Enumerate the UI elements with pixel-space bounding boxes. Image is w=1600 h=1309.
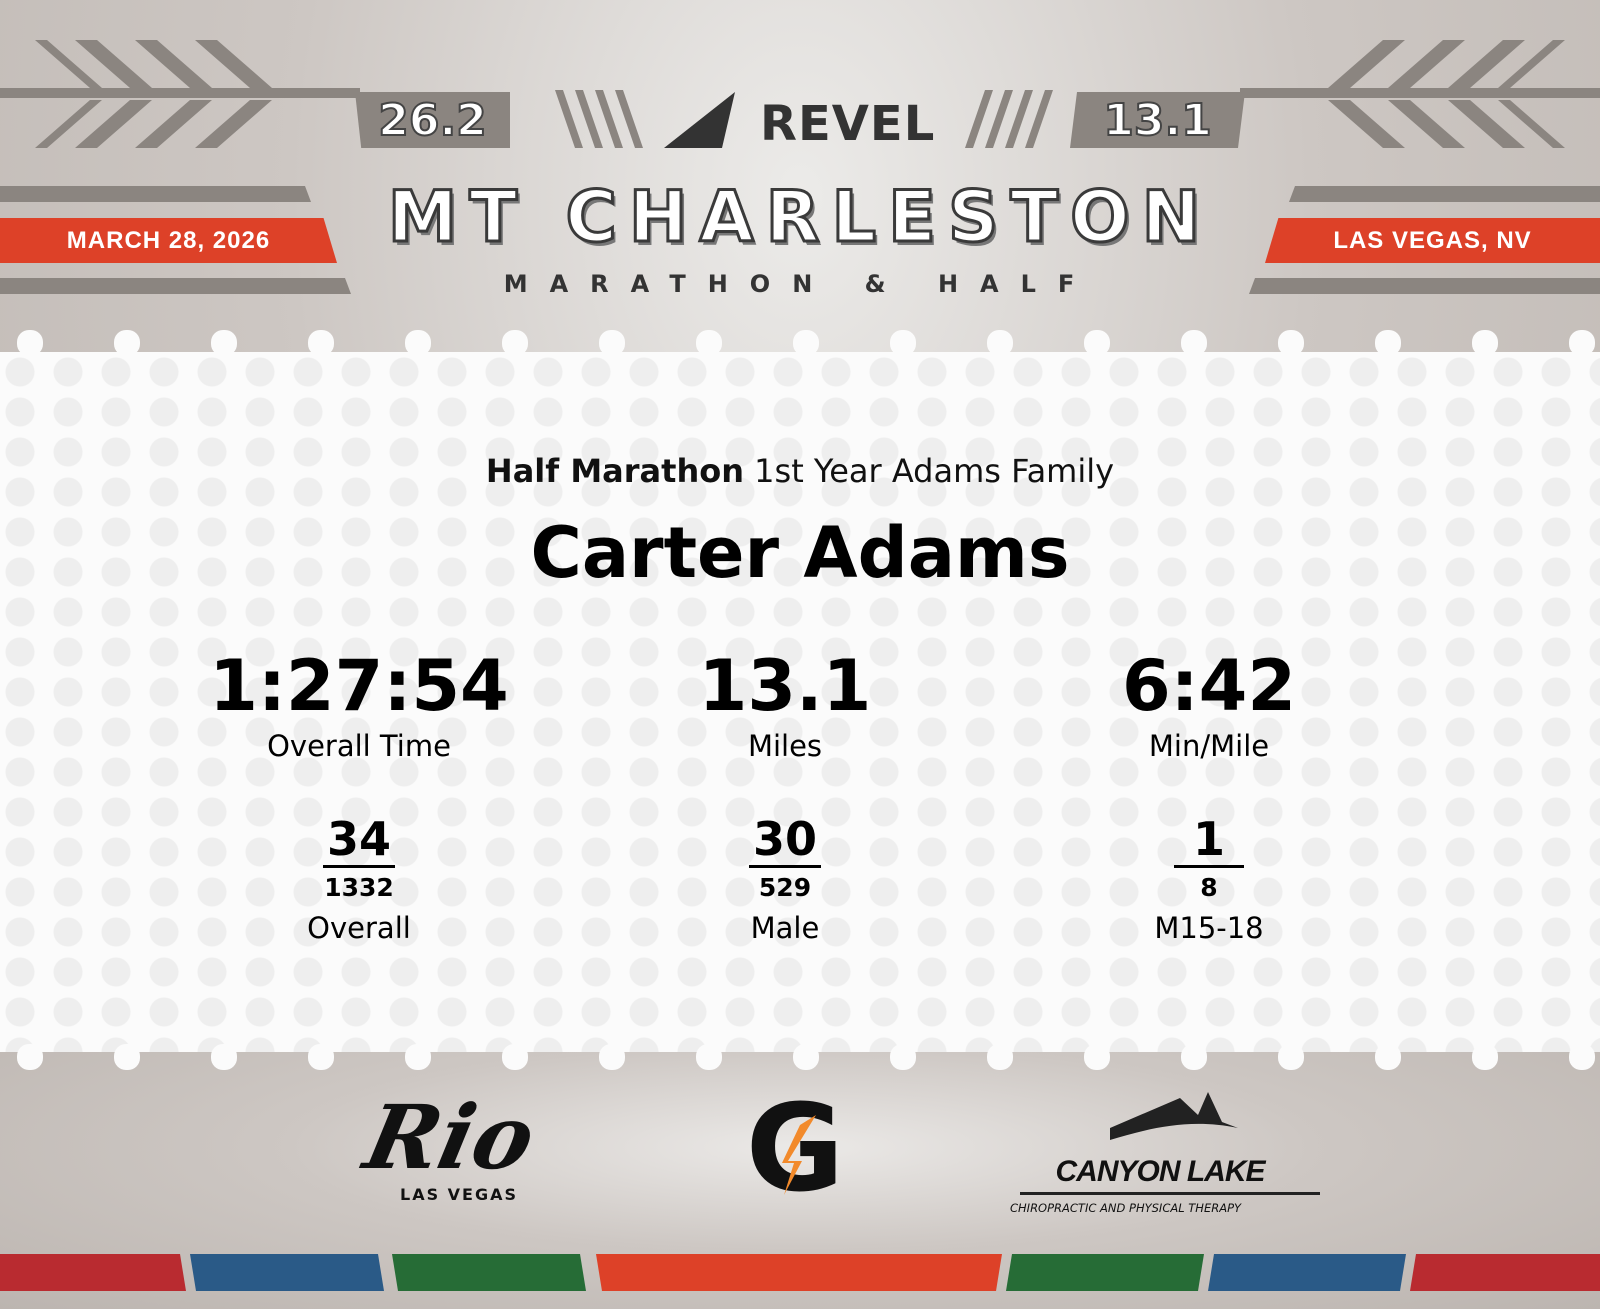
puzzle-bump xyxy=(890,1044,916,1070)
rio-logo: Rio LAS VEGAS xyxy=(330,1085,570,1204)
stat-miles: 13.1 Miles xyxy=(585,646,985,766)
puzzle-bump xyxy=(1181,330,1207,356)
half-distance: 13.1 xyxy=(1070,92,1245,148)
canyon-divider xyxy=(1020,1192,1320,1195)
stat-label: Min/Mile xyxy=(1148,729,1270,763)
rank-label: M15-18 xyxy=(1154,911,1264,945)
stat-overall-time: 1:27:54 Overall Time xyxy=(159,646,559,766)
rank-label: Male xyxy=(750,911,820,945)
puzzle-bump xyxy=(211,1044,237,1070)
rank-total: 1332 xyxy=(324,873,394,902)
rank-place: 30 xyxy=(748,813,821,868)
puzzle-bump xyxy=(1181,1044,1207,1070)
brand-logo: REVEL xyxy=(760,96,936,152)
puzzle-bump xyxy=(1278,330,1304,356)
stat-value: 1:27:54 xyxy=(209,645,509,727)
stat-value: 13.1 xyxy=(698,645,872,727)
event-subtitle: MARATHON & HALF xyxy=(503,270,1097,298)
puzzle-bump xyxy=(308,330,334,356)
rank-total: 529 xyxy=(758,873,812,902)
puzzle-bump xyxy=(405,330,431,356)
team-name: 1st Year Adams Family xyxy=(754,452,1115,490)
puzzle-bump xyxy=(308,1044,334,1070)
puzzle-bump xyxy=(696,330,722,356)
puzzle-bump xyxy=(1569,1044,1595,1070)
puzzle-bump xyxy=(1569,330,1595,356)
rank-total: 8 xyxy=(1200,873,1218,902)
stripe-bar xyxy=(0,1254,1600,1291)
stat-label: Miles xyxy=(747,729,823,763)
puzzle-bump xyxy=(793,1044,819,1070)
rank-gender: 30 529 Male xyxy=(585,813,985,948)
race-info: Half Marathon 1st Year Adams Family xyxy=(0,452,1600,490)
puzzle-bump xyxy=(1375,330,1401,356)
puzzle-bump xyxy=(405,1044,431,1070)
puzzle-bump xyxy=(211,330,237,356)
puzzle-bump xyxy=(114,330,140,356)
gatorade-logo: G xyxy=(740,1085,850,1215)
stat-pace: 6:42 Min/Mile xyxy=(1009,646,1409,766)
puzzle-bump xyxy=(17,330,43,356)
rank-age-group: 1 8 M15-18 xyxy=(1009,813,1409,948)
rio-wordmark: Rio xyxy=(356,1085,544,1189)
slash-marks xyxy=(555,90,1053,148)
runner-name: Carter Adams xyxy=(530,512,1070,594)
puzzle-edge xyxy=(17,330,1595,1070)
puzzle-bump xyxy=(890,330,916,356)
stat-label: Overall Time xyxy=(267,729,451,763)
rank-place: 1 xyxy=(1174,813,1244,868)
canyon-wordmark: CANYON LAKE xyxy=(1055,1155,1265,1188)
canyon-lake-logo: CANYON LAKE CHIROPRACTIC AND PHYSICAL TH… xyxy=(1010,1155,1340,1215)
puzzle-bump xyxy=(599,330,625,356)
puzzle-bump xyxy=(696,1044,722,1070)
puzzle-bump xyxy=(1278,1044,1304,1070)
puzzle-bump xyxy=(1375,1044,1401,1070)
puzzle-bump xyxy=(502,1044,528,1070)
bolt-icon xyxy=(782,1115,816,1195)
stat-value: 6:42 xyxy=(1121,645,1297,727)
event-date: MARCH 28, 2026 xyxy=(0,218,337,263)
canyon-subtitle: CHIROPRACTIC AND PHYSICAL THERAPY xyxy=(1010,1201,1242,1215)
puzzle-bump xyxy=(987,1044,1013,1070)
side-bars xyxy=(0,186,1600,294)
event-location: LAS VEGAS, NV xyxy=(1265,218,1600,263)
puzzle-bump xyxy=(17,1044,43,1070)
rank-label: Overall xyxy=(307,911,411,945)
rank-overall: 34 1332 Overall xyxy=(159,813,559,948)
puzzle-bump xyxy=(793,330,819,356)
puzzle-bump xyxy=(1084,1044,1110,1070)
marathon-distance: 26.2 xyxy=(355,92,510,148)
puzzle-bump xyxy=(599,1044,625,1070)
puzzle-bump xyxy=(114,1044,140,1070)
revel-logo-icon xyxy=(664,92,735,148)
rank-place: 34 xyxy=(322,813,395,868)
event-title: MT CHARLESTON xyxy=(386,175,1213,260)
puzzle-bump xyxy=(1084,330,1110,356)
arrow-left-icon xyxy=(0,40,360,148)
results-panel xyxy=(0,352,1600,1052)
mountain-logo-icon xyxy=(1110,1092,1238,1140)
puzzle-bump xyxy=(1472,1044,1498,1070)
race-type: Half Marathon xyxy=(485,452,744,490)
puzzle-bump xyxy=(1472,330,1498,356)
arrow-right-icon xyxy=(1240,40,1600,148)
rio-subtitle: LAS VEGAS xyxy=(400,1185,519,1204)
puzzle-bump xyxy=(987,330,1013,356)
puzzle-bump xyxy=(502,330,528,356)
